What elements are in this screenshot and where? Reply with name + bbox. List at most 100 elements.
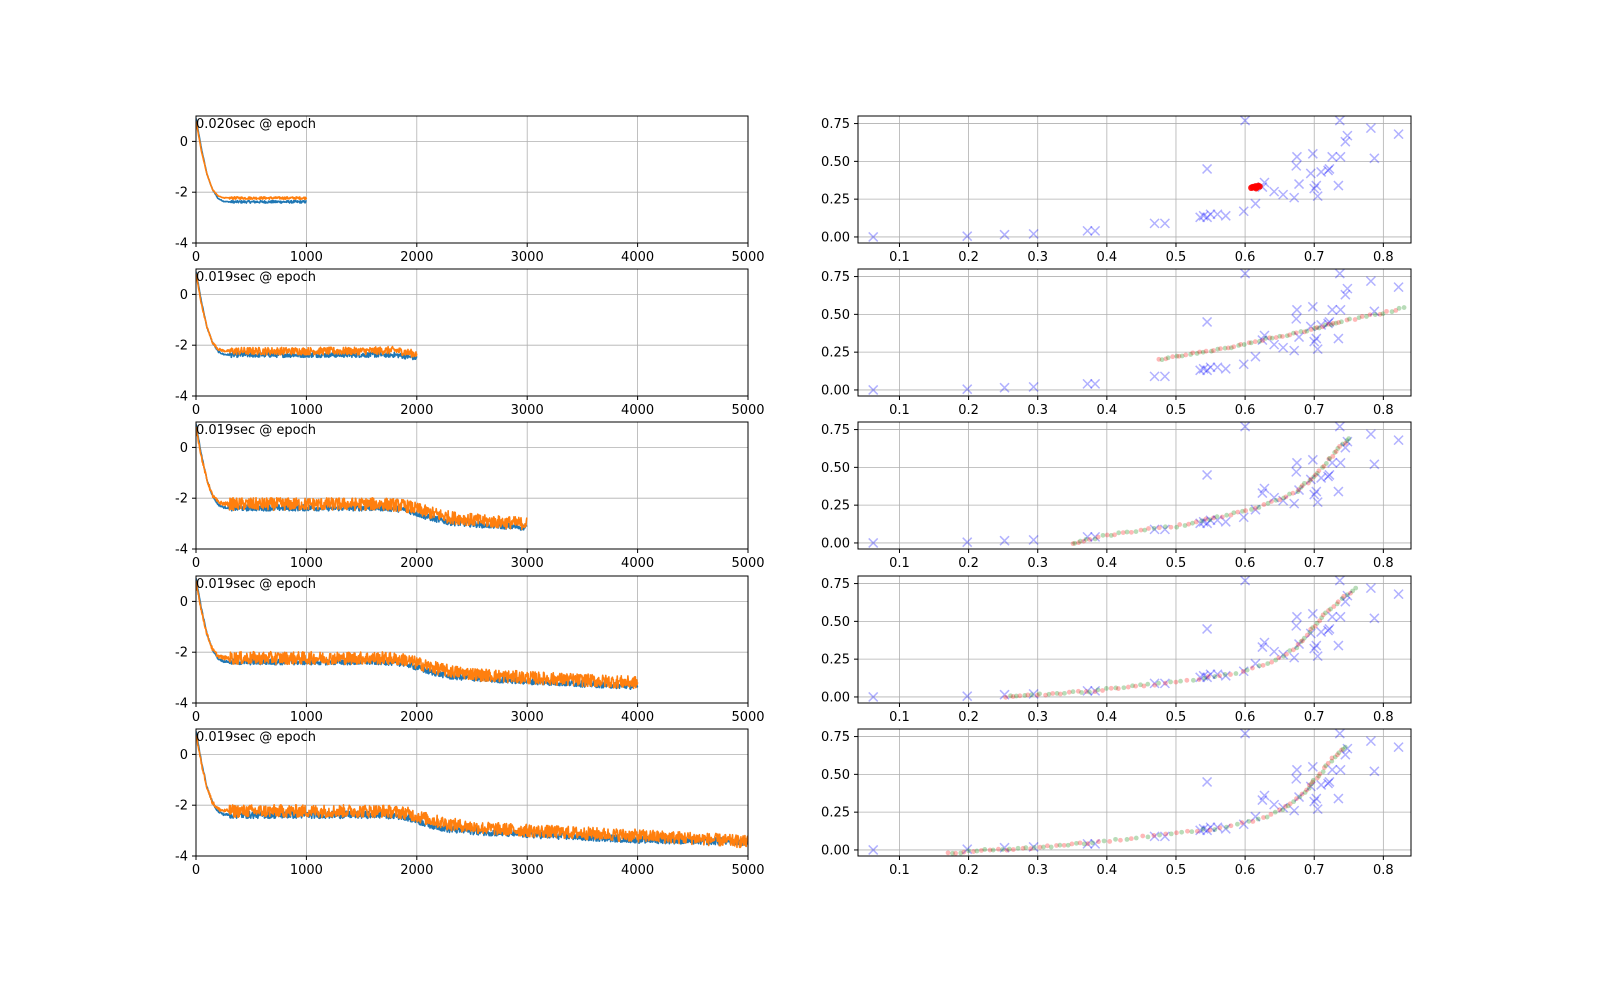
prediction-dot bbox=[1308, 327, 1314, 332]
target-x-marker bbox=[1250, 658, 1261, 669]
prediction-dot bbox=[1346, 436, 1352, 442]
target-x-marker bbox=[1311, 793, 1322, 804]
target-x-marker bbox=[1202, 365, 1213, 376]
prediction-dot bbox=[1353, 585, 1359, 591]
scatter1-xtick-label: 0.7 bbox=[1304, 250, 1325, 265]
scatter2-xtick-label: 0.3 bbox=[1027, 403, 1048, 418]
target-x-marker bbox=[1269, 492, 1280, 503]
loss-panel-2: 0 1000 2000 3000 4000 5000 -4 -2 0 0.019sec @ epo… bbox=[175, 268, 765, 418]
target-x-marker bbox=[1307, 301, 1318, 312]
target-x-marker bbox=[1291, 313, 1302, 324]
prediction-dot bbox=[1075, 688, 1081, 694]
prediction-dot bbox=[1277, 497, 1283, 503]
prediction-dot bbox=[1010, 694, 1016, 699]
prediction-dot bbox=[1297, 794, 1303, 800]
target-x-marker bbox=[1212, 362, 1223, 373]
scatter3-xtick-label: 0.1 bbox=[889, 556, 910, 571]
prediction-dot bbox=[1246, 818, 1252, 824]
prediction-dot bbox=[1193, 519, 1199, 525]
target-x-marker bbox=[1202, 316, 1213, 327]
prediction-dot bbox=[1308, 781, 1314, 787]
target-x-marker bbox=[1340, 442, 1351, 453]
scatter-panel-4: 0.1 0.2 0.3 0.4 0.5 0.6 0.7 0.8 0.00 0.25 0.50 0.75 bbox=[821, 575, 1412, 725]
prediction-dot bbox=[1108, 533, 1114, 538]
scatter5-xtick-label: 0.5 bbox=[1166, 863, 1187, 878]
target-x-marker bbox=[1365, 123, 1376, 134]
target-x-marker bbox=[1334, 269, 1345, 279]
prediction-dot bbox=[1294, 796, 1299, 802]
prediction-dot bbox=[1393, 308, 1399, 313]
loss5-xtick-label: 1000 bbox=[290, 863, 323, 878]
prediction-dot bbox=[1316, 468, 1322, 474]
prediction-dot bbox=[1124, 529, 1130, 535]
target-x-marker bbox=[1365, 276, 1376, 287]
scatter3-xtick-label: 0.8 bbox=[1373, 556, 1394, 571]
target-x-marker bbox=[1269, 646, 1280, 657]
target-x-marker bbox=[1393, 589, 1404, 600]
prediction-dot bbox=[1100, 688, 1105, 693]
prediction-dot bbox=[1179, 829, 1185, 835]
prediction-dot bbox=[1342, 744, 1348, 750]
prediction-dot bbox=[1037, 844, 1043, 850]
target-x-marker bbox=[999, 229, 1010, 240]
prediction-dot bbox=[1256, 505, 1262, 510]
prediction-dot bbox=[1194, 828, 1200, 834]
target-x-marker bbox=[1259, 790, 1270, 801]
scatter2-ytick-label: 0.25 bbox=[821, 346, 850, 361]
prediction-dot bbox=[1138, 682, 1143, 688]
target-x-marker bbox=[1291, 160, 1302, 171]
prediction-dot bbox=[1196, 677, 1202, 682]
prediction-dot bbox=[1128, 529, 1134, 535]
prediction-dot bbox=[1321, 463, 1327, 469]
target-x-marker bbox=[1202, 672, 1213, 683]
target-x-marker bbox=[1082, 531, 1093, 542]
scatter5-xtick-label: 0.1 bbox=[889, 863, 910, 878]
target-x-marker bbox=[1259, 330, 1270, 341]
prediction-dot bbox=[1260, 662, 1266, 668]
target-x-marker bbox=[1293, 792, 1305, 803]
prediction-dot bbox=[990, 847, 996, 853]
prediction-dot bbox=[1252, 339, 1258, 345]
prediction-dot bbox=[1347, 316, 1352, 322]
epoch-time-annotation: 0.019sec @ epoch bbox=[196, 423, 316, 438]
target-x-marker bbox=[999, 842, 1010, 853]
prediction-dot bbox=[1343, 441, 1348, 446]
target-x-marker bbox=[1149, 524, 1160, 535]
scatter5-xtick-label: 0.7 bbox=[1304, 863, 1325, 878]
prediction-dot bbox=[1320, 324, 1325, 330]
prediction-dot bbox=[1327, 456, 1333, 461]
prediction-dot bbox=[1285, 803, 1291, 809]
target-x-marker bbox=[1369, 459, 1380, 470]
prediction-dot bbox=[1273, 335, 1279, 340]
prediction-dot bbox=[1314, 470, 1320, 476]
prediction-dot bbox=[1095, 687, 1101, 693]
target-x-marker bbox=[1149, 371, 1160, 382]
target-x-marker bbox=[1202, 212, 1213, 223]
target-x-marker bbox=[1289, 192, 1300, 203]
prediction-dot bbox=[1256, 663, 1262, 669]
prediction-dot bbox=[1145, 834, 1151, 840]
target-x-marker bbox=[1324, 776, 1335, 787]
prediction-dot bbox=[1299, 791, 1305, 797]
prediction-dot bbox=[1146, 526, 1151, 531]
scatter4-frame bbox=[857, 575, 1412, 704]
target-x-marker bbox=[1205, 515, 1216, 526]
loss2-xtick-label: 5000 bbox=[731, 403, 764, 418]
prediction-dot bbox=[1336, 750, 1342, 756]
target-x-marker bbox=[1369, 613, 1380, 624]
prediction-dot bbox=[1209, 348, 1214, 354]
scatter2-ytick-label: 0.75 bbox=[821, 270, 850, 285]
prediction-dot bbox=[995, 846, 1001, 852]
target-x-marker bbox=[1291, 611, 1302, 622]
prediction-dot bbox=[1320, 769, 1326, 775]
target-x-marker bbox=[1312, 191, 1323, 202]
target-x-marker bbox=[1278, 189, 1289, 200]
scatter1-ytick-label: 0.25 bbox=[821, 193, 850, 208]
target-x-marker bbox=[1307, 454, 1318, 465]
scatter4-xtick-label: 0.5 bbox=[1166, 710, 1187, 725]
prediction-dot bbox=[1107, 839, 1113, 844]
prediction-dot bbox=[1380, 311, 1386, 317]
prediction-dot bbox=[1359, 314, 1365, 319]
prediction-dot bbox=[1057, 842, 1063, 848]
loss4-frame bbox=[195, 575, 749, 704]
